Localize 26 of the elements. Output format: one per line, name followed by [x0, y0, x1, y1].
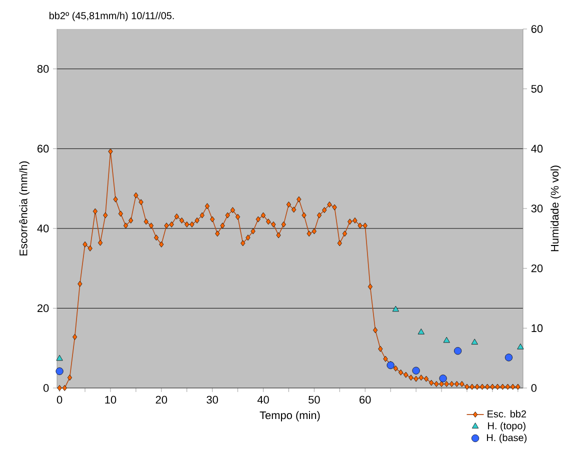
- legend-label: H. (base): [486, 434, 527, 444]
- legend-label: Esc. bb2: [488, 410, 526, 418]
- y-axis-title: Escorrência (mm/h): [19, 161, 30, 256]
- y2-tick-label: 50: [531, 84, 543, 93]
- x-tick-label: 40: [257, 396, 269, 404]
- y2-tick-label: 20: [531, 264, 543, 272]
- y-tick-label: 20: [38, 304, 49, 312]
- x-axis-title: Tempo (min): [260, 411, 320, 422]
- y-tick-label: 0: [43, 384, 49, 392]
- y2-tick-label: 10: [532, 324, 543, 332]
- y2-tick-label: 40: [531, 144, 543, 153]
- x-tick-label: 10: [105, 396, 116, 404]
- x-tick-label: 50: [308, 396, 320, 404]
- x-tick-label: 0: [56, 396, 62, 404]
- legend-label: H. (topo): [488, 422, 526, 432]
- y-tick-label: 40: [37, 224, 49, 232]
- x-tick-label: 30: [206, 396, 218, 404]
- y2-axis-title: Humidade (% vol): [550, 166, 561, 252]
- y2-tick-label: 0: [531, 384, 537, 392]
- y2-tick-label: 60: [531, 25, 543, 33]
- x-tick-label: 60: [360, 396, 371, 404]
- chart-title: bb2º (45,81mm/h) 10/11//05.: [49, 12, 174, 22]
- x-tick-label: 20: [156, 396, 168, 404]
- y-tick-label: 80: [37, 65, 49, 73]
- y2-tick-label: 30: [531, 204, 543, 212]
- y-tick-label: 60: [38, 144, 49, 153]
